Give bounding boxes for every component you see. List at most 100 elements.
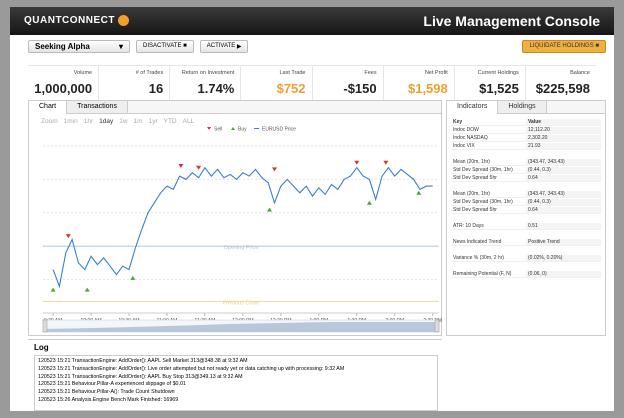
stat-label: Return on Investment xyxy=(181,70,235,76)
stat-label: Fees xyxy=(364,70,377,76)
range-button[interactable]: ALL xyxy=(182,118,195,125)
stat-label: Balance xyxy=(570,70,590,76)
stat-value: 1.74% xyxy=(197,81,235,96)
cell: News Indicated Trend xyxy=(453,238,502,245)
stat: # of Trades 16 xyxy=(99,66,171,101)
buy-marker xyxy=(50,287,56,292)
stat-value: 1,000,000 xyxy=(34,81,93,96)
tab[interactable]: Indicators xyxy=(447,101,499,114)
stat: Fees -$150 xyxy=(313,66,384,101)
range-selector: Zoom 1min 1hr 1day 1w 1m 1yr YTD ALL xyxy=(41,118,194,125)
tab[interactable]: Chart xyxy=(29,101,68,114)
cell: ATR: 10 Days xyxy=(453,222,484,229)
range-button[interactable]: 1yr xyxy=(148,118,158,125)
cell: Std Dev Spread 5hr xyxy=(453,206,497,213)
cell: 12,112.20 xyxy=(526,126,601,133)
cell: Positive Trend xyxy=(526,238,601,245)
cell: (343.47, 343.43) xyxy=(526,190,601,197)
algorithm-select[interactable]: Seeking Alpha ▾ xyxy=(28,39,130,53)
stat-value: -$150 xyxy=(343,81,377,96)
range-button[interactable]: 1w xyxy=(119,118,128,125)
stat-label: Volume xyxy=(73,70,93,76)
cell: (0.02%, 0.20%) xyxy=(526,254,601,261)
stat-label: Net Profit xyxy=(424,70,448,76)
range-button: Zoom xyxy=(41,118,58,125)
label: DISACTIVATE xyxy=(143,43,182,49)
log-line: 120523 15:26 Analysis.Engine Bench Mark … xyxy=(38,396,179,403)
logo-text: QUANTCONNECT xyxy=(24,15,115,27)
liquidate-button[interactable]: LIQUIDATE HOLDINGS ■ xyxy=(522,39,606,53)
annotation-label: Opening Price xyxy=(224,245,259,251)
table-row: Mean (20m, 1hr) (343.47, 343.43) xyxy=(451,158,601,166)
cell: Variance % (30m, 2 hr) xyxy=(453,254,505,261)
stat-value: $1,598 xyxy=(407,81,448,96)
log-line: 120523 15:21 Behaviour.Pillar-A(): Trade… xyxy=(38,389,175,396)
cell: 0.64 xyxy=(526,206,601,213)
indicators-table: Key Value Indoc DOW 12,112.20 Indoc NASDAQ 2,… xyxy=(451,118,601,278)
window: QUANTCONNECT Live Management Console See… xyxy=(10,7,614,411)
stat-value: 16 xyxy=(148,81,164,96)
side-tabs: Indicators Holdings xyxy=(447,101,605,114)
stat-label: Last Trade xyxy=(279,70,306,76)
legend-marker xyxy=(231,127,235,130)
table-row: Indoc DOW 12,112.20 xyxy=(451,126,601,134)
cell: Std Dev Spread (30m, 1hr) xyxy=(453,166,513,173)
label: LIQUIDATE HOLDINGS xyxy=(529,43,594,49)
buy-marker xyxy=(84,287,90,292)
cell: Indoc DOW xyxy=(453,126,479,133)
algorithm-name: Seeking Alpha xyxy=(35,41,90,51)
title: Live Management Console xyxy=(423,13,600,29)
legend-marker xyxy=(207,127,211,130)
range-button[interactable]: YTD xyxy=(163,118,177,125)
toolbar: Seeking Alpha ▾ DISACTIVATE ■ ACTIVATE ▶ … xyxy=(28,38,606,54)
log-line: 120523 15:21 TransactionEngine: AddOrder… xyxy=(38,373,243,380)
navigator-handle xyxy=(42,319,48,333)
range-button[interactable]: 1day xyxy=(99,118,114,125)
cell: (0.44, 0.3) xyxy=(526,198,601,205)
cell: Mean (20m, 1hr) xyxy=(453,190,490,197)
deactivate-button[interactable]: DISACTIVATE ■ xyxy=(136,39,194,53)
spacer xyxy=(451,150,601,158)
table-header: Key Value xyxy=(451,118,601,126)
label: ACTIVATE xyxy=(206,43,236,49)
spacer xyxy=(451,230,601,238)
table-row: Mean (20m, 1hr) (343.47, 343.43) xyxy=(451,190,601,198)
price-line xyxy=(52,166,433,289)
sell-marker xyxy=(272,167,278,172)
table-row: Std Dev Spread (30m, 1hr) (0.44, 0.3) xyxy=(451,198,601,206)
range-button[interactable]: 1m xyxy=(133,118,143,125)
table-row: Variance % (30m, 2 hr) (0.02%, 0.20%) xyxy=(451,254,601,262)
stat-label: # of Trades xyxy=(135,70,164,76)
cell: 0.64 xyxy=(526,174,601,181)
navigator-area xyxy=(43,322,439,332)
buy-marker xyxy=(130,275,136,280)
buy-marker xyxy=(366,200,372,205)
tab[interactable]: Holdings xyxy=(498,101,547,113)
table-row: Remaining Potential (F, N) (0.06, 0) xyxy=(451,270,601,278)
header-cell: Key xyxy=(453,118,463,125)
sell-marker xyxy=(196,165,202,170)
cell: Mean (20m, 1hr) xyxy=(453,158,490,165)
range-button[interactable]: 1min xyxy=(63,118,78,125)
tab[interactable]: Transactions xyxy=(67,101,128,113)
cell: Indoc NASDAQ xyxy=(453,134,488,141)
cell: (343.47, 343.43) xyxy=(526,158,601,165)
sell-marker xyxy=(383,160,389,165)
log-line: 120523 15:21 TransactionEngine: AddOrder… xyxy=(38,365,345,372)
range-button[interactable]: 1hr xyxy=(83,118,94,125)
cell: 21.93 xyxy=(526,142,601,149)
stat-value: $225,598 xyxy=(535,81,590,96)
table-row: Indoc NASDAQ 2,302.20 xyxy=(451,134,601,142)
log-list: 120523 15:21 TransactionEngine: AddOrder… xyxy=(34,355,438,411)
cell: (0.44, 0.3) xyxy=(526,166,601,173)
cell: 2,302.20 xyxy=(526,134,601,141)
cell: 0.51 xyxy=(526,222,601,229)
chart-tabs: Chart Transactions xyxy=(29,101,441,114)
legend-label: EURUSD Price xyxy=(262,127,296,133)
activate-button[interactable]: ACTIVATE ▶ xyxy=(199,39,249,53)
spacer xyxy=(451,246,601,254)
